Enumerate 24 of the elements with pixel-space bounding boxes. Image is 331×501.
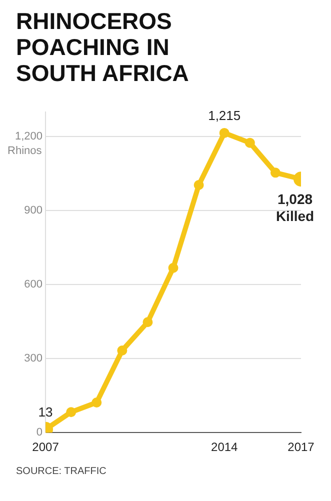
data-label: 13 (38, 404, 53, 420)
x-tick-label: 2014 (211, 440, 238, 454)
y-tick-label: 900 (24, 204, 43, 217)
x-tick-label: 2017 (288, 440, 315, 454)
point (219, 128, 230, 138)
data-label: 1,028 (277, 190, 313, 207)
point (142, 317, 153, 328)
y-tick-label: 300 (24, 352, 43, 365)
data-label: 1,215 (208, 108, 241, 124)
point (92, 398, 102, 408)
y-axis-title: Rhinos (8, 145, 42, 158)
point (117, 345, 128, 356)
point (270, 168, 280, 178)
y-tick-label: 1,200 (14, 130, 43, 143)
chart-title: RHINOCEROS POACHING IN SOUTH AFRICA (16, 8, 190, 86)
point (244, 138, 255, 148)
annotation: Killed (276, 208, 314, 224)
x-tick-label: 2007 (32, 440, 60, 454)
point (66, 407, 76, 418)
source-note: SOURCE: TRAFFIC (16, 466, 108, 477)
point (168, 262, 178, 273)
y-tick-label: 600 (24, 278, 43, 291)
point (194, 180, 204, 190)
y-tick-label: 0 (36, 426, 43, 439)
